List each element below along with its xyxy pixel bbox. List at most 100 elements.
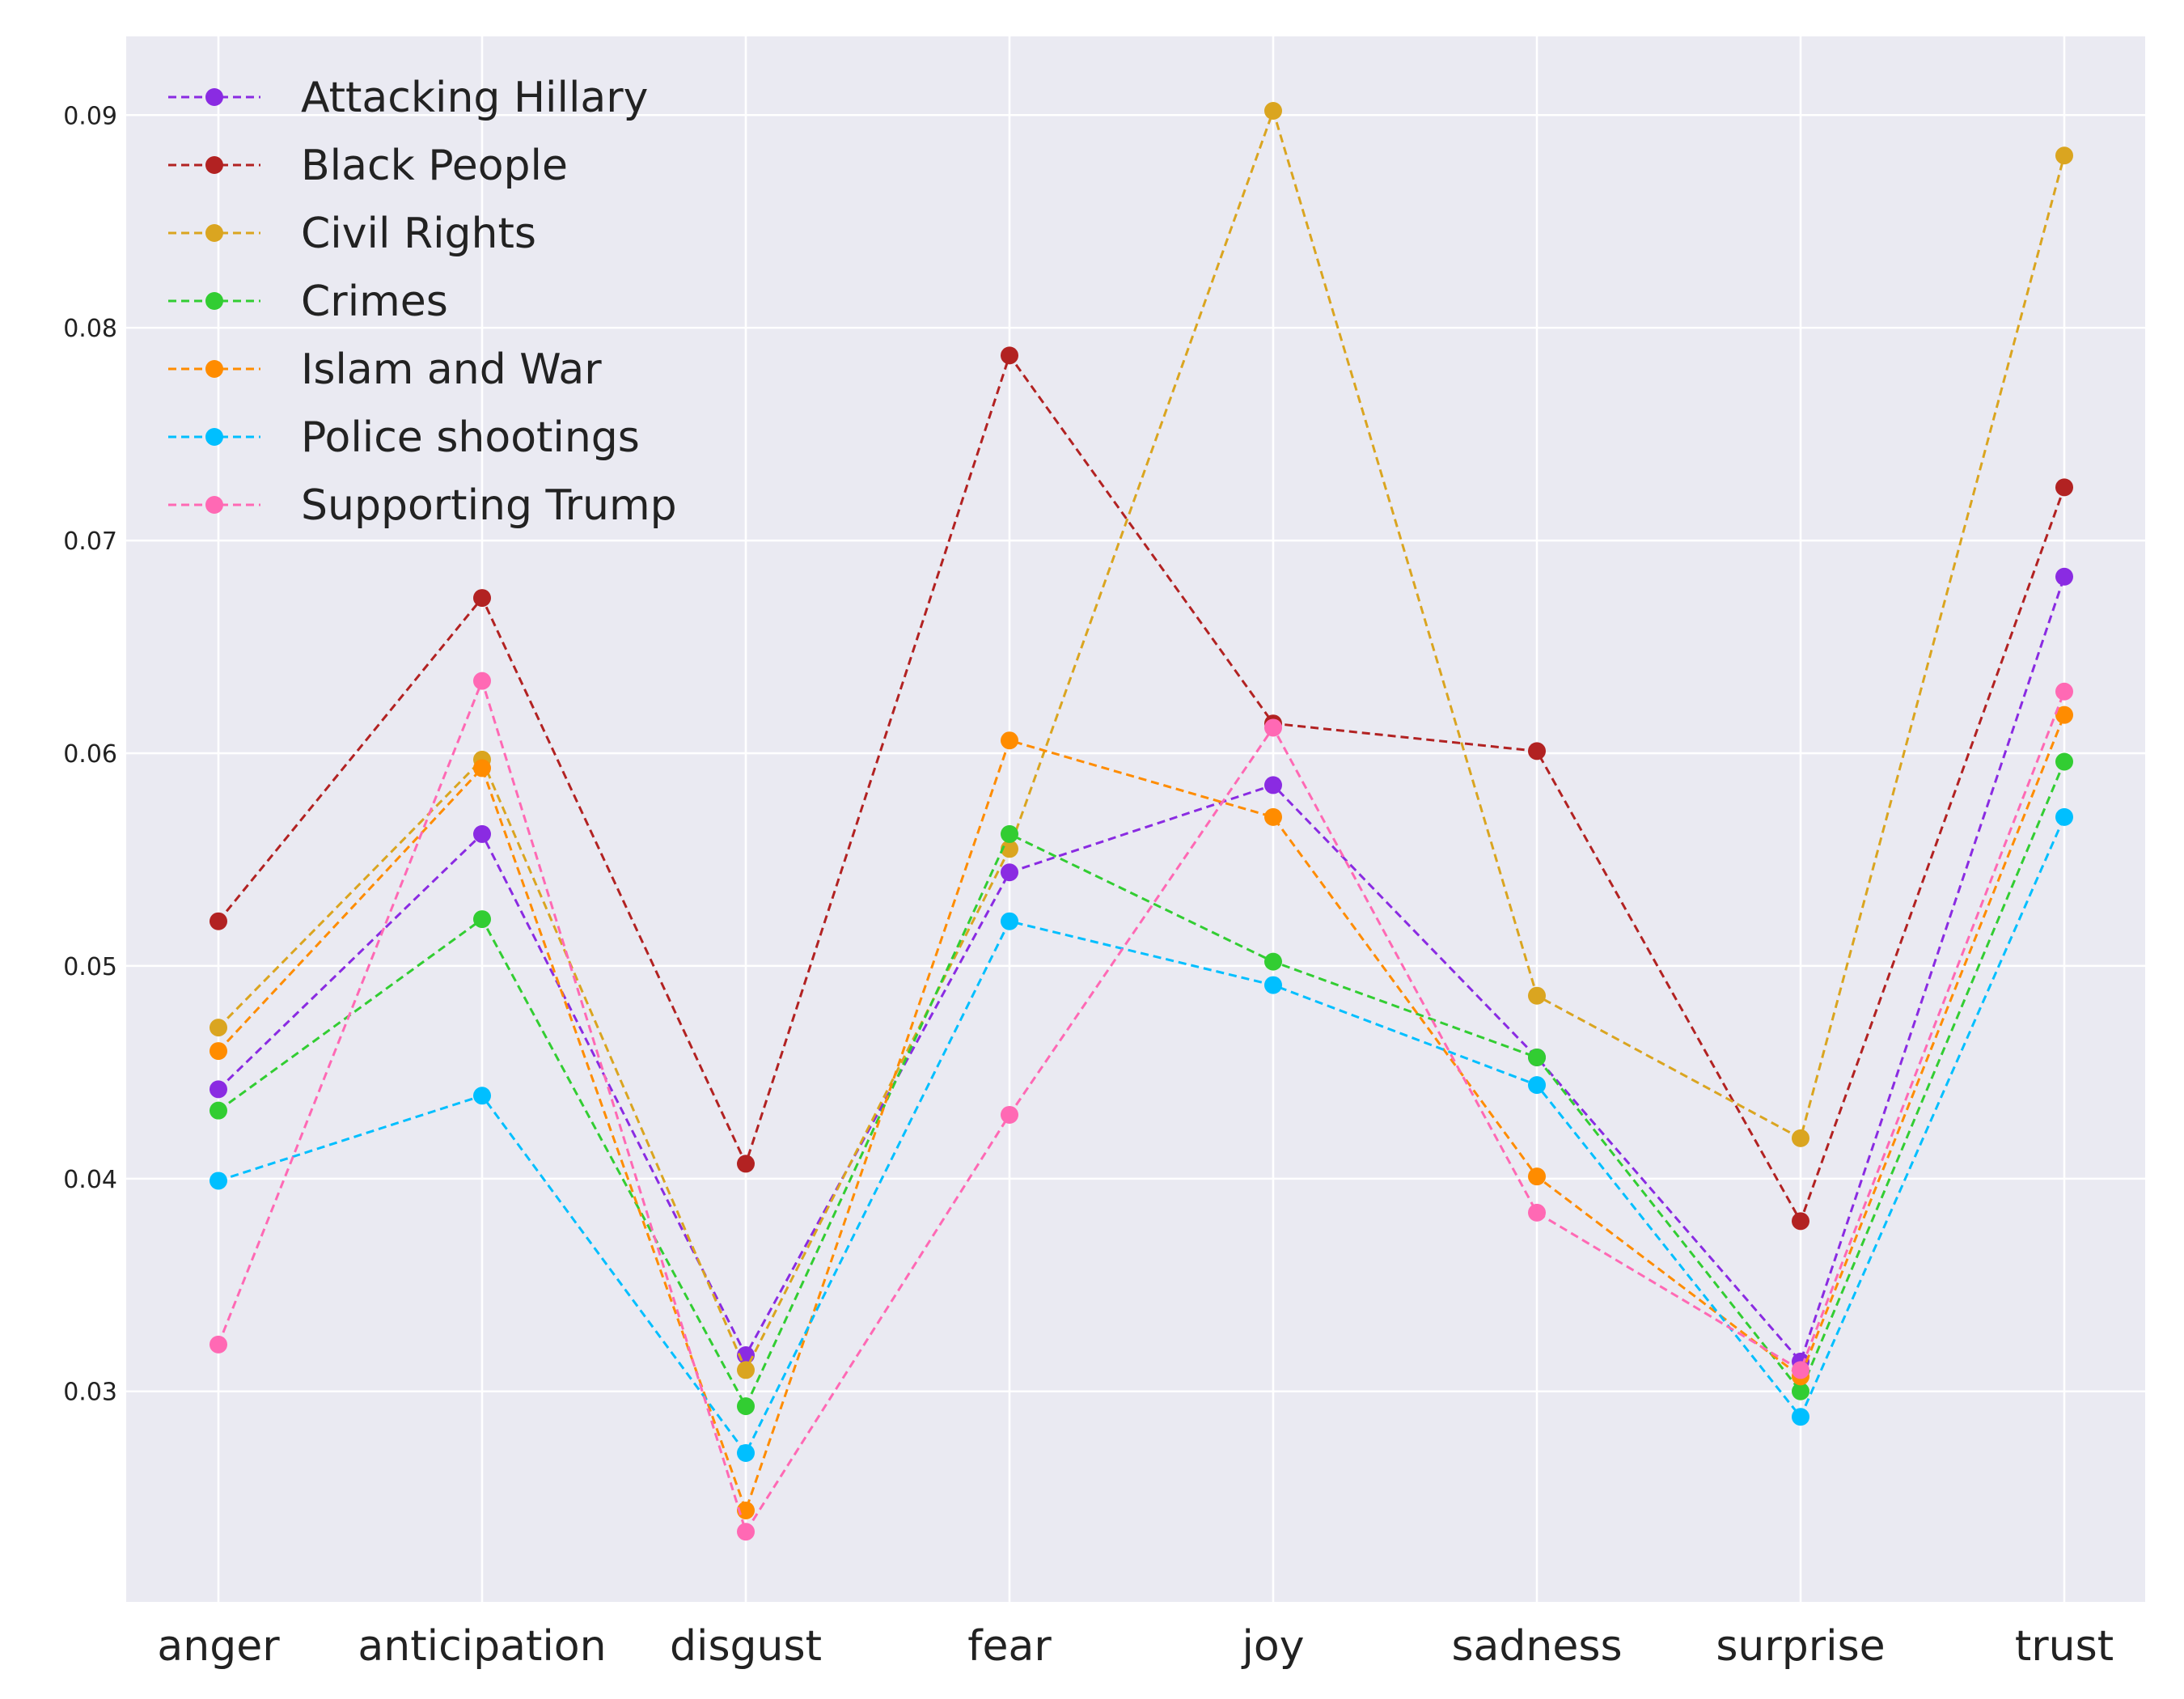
- legend-label: Police shootings: [301, 413, 640, 462]
- data-point-attacking-hillary-joy: [1264, 776, 1282, 794]
- data-point-black-people-trust: [2055, 478, 2073, 497]
- series-layer: [210, 102, 2073, 1541]
- data-point-supporting-trump-disgust: [737, 1523, 755, 1541]
- legend-marker: [205, 428, 223, 446]
- legend-item-islam-and-war: Islam and War: [168, 345, 602, 394]
- data-point-crimes-joy: [1264, 952, 1282, 971]
- data-point-police-shootings-trust: [2055, 807, 2073, 826]
- data-point-crimes-anger: [210, 1101, 227, 1120]
- data-point-islam-and-war-anger: [210, 1042, 227, 1061]
- data-point-attacking-hillary-anger: [210, 1080, 227, 1099]
- data-point-crimes-fear: [1001, 824, 1018, 843]
- data-point-supporting-trump-anticipation: [473, 672, 491, 690]
- data-point-islam-and-war-joy: [1264, 807, 1282, 826]
- data-point-black-people-disgust: [737, 1155, 755, 1173]
- data-point-black-people-sadness: [1528, 742, 1546, 761]
- data-point-civil-rights-trust: [2055, 146, 2073, 165]
- plot-area: [126, 36, 2145, 1602]
- data-point-black-people-anticipation: [473, 589, 491, 608]
- data-point-crimes-trust: [2055, 752, 2073, 771]
- data-point-attacking-hillary-trust: [2055, 567, 2073, 586]
- x-axis-ticks: anger anticipation disgust fear joy sadness su…: [157, 1622, 2114, 1671]
- data-point-islam-and-war-anticipation: [473, 759, 491, 777]
- series-line-crimes: [218, 761, 2066, 1409]
- legend-item-civil-rights: Civil Rights: [168, 210, 536, 258]
- data-point-civil-rights-joy: [1264, 102, 1282, 121]
- y-tick-label: 0.04: [63, 1166, 117, 1194]
- legend-item-attacking-hillary: Attacking Hillary: [168, 74, 648, 122]
- x-tick-label-sadness: sadness: [1451, 1622, 1622, 1671]
- series-line-black-people: [217, 353, 2066, 1225]
- y-tick-label: 0.06: [63, 740, 117, 769]
- legend-label: Attacking Hillary: [301, 74, 648, 122]
- legend-marker: [205, 292, 223, 310]
- series-crimes: [210, 752, 2073, 1416]
- y-tick-label: 0.08: [63, 315, 117, 343]
- data-point-police-shootings-anger: [210, 1172, 227, 1190]
- legend-marker: [205, 224, 223, 242]
- data-point-black-people-surprise: [1792, 1212, 1809, 1231]
- data-point-police-shootings-disgust: [737, 1443, 755, 1462]
- legend-label: Islam and War: [301, 345, 602, 394]
- series-islam-and-war: [210, 705, 2073, 1519]
- data-point-civil-rights-disgust: [737, 1361, 755, 1379]
- data-point-supporting-trump-joy: [1264, 718, 1282, 737]
- data-point-crimes-surprise: [1792, 1382, 1809, 1400]
- data-point-islam-and-war-trust: [2055, 705, 2073, 724]
- x-tick-label-surprise: surprise: [1716, 1622, 1885, 1671]
- data-point-civil-rights-sadness: [1528, 986, 1546, 1005]
- y-axis-ticks: 0.03 0.04 0.05 0.06 0.07 0.08 0.09: [63, 102, 117, 1406]
- series-line-police-shootings: [218, 816, 2066, 1455]
- legend-item-police-shootings: Police shootings: [168, 413, 640, 462]
- x-tick-label-disgust: disgust: [670, 1622, 822, 1671]
- legend-label: Black People: [301, 142, 568, 190]
- series-line-civil-rights: [217, 107, 2066, 1373]
- data-point-crimes-anticipation: [473, 910, 491, 929]
- legend-marker: [205, 88, 223, 106]
- x-tick-label-anticipation: anticipation: [358, 1622, 606, 1671]
- series-supporting-trump: [210, 672, 2073, 1541]
- x-tick-label-trust: trust: [2015, 1622, 2114, 1671]
- x-tick-label-anger: anger: [157, 1622, 280, 1671]
- data-point-police-shootings-joy: [1264, 976, 1282, 994]
- data-point-attacking-hillary-fear: [1001, 863, 1018, 882]
- data-point-islam-and-war-sadness: [1528, 1167, 1546, 1186]
- legend-label: Supporting Trump: [301, 481, 677, 530]
- data-point-crimes-sadness: [1528, 1048, 1546, 1066]
- data-point-supporting-trump-fear: [1001, 1105, 1018, 1124]
- data-point-police-shootings-fear: [1001, 912, 1018, 930]
- series-line-islam-and-war: [217, 714, 2066, 1515]
- legend-marker: [205, 360, 223, 378]
- series-civil-rights: [210, 102, 2073, 1379]
- legend-label: Crimes: [301, 278, 448, 326]
- data-point-black-people-anger: [210, 912, 227, 930]
- legend: Attacking Hillary Black People Civil Right…: [168, 74, 677, 530]
- y-tick-label: 0.05: [63, 953, 117, 981]
- data-point-black-people-fear: [1001, 346, 1018, 365]
- data-point-police-shootings-surprise: [1792, 1408, 1809, 1426]
- data-point-civil-rights-anger: [210, 1019, 227, 1037]
- x-tick-label-fear: fear: [967, 1622, 1052, 1671]
- data-point-supporting-trump-trust: [2055, 682, 2073, 701]
- legend-item-black-people: Black People: [168, 142, 568, 190]
- series-police-shootings: [210, 807, 2073, 1462]
- data-point-islam-and-war-fear: [1001, 731, 1018, 750]
- y-tick-label: 0.09: [63, 102, 117, 130]
- data-point-supporting-trump-anger: [210, 1335, 227, 1354]
- series-line-supporting-trump: [217, 677, 2066, 1535]
- data-point-supporting-trump-surprise: [1792, 1361, 1809, 1379]
- data-point-attacking-hillary-anticipation: [473, 824, 491, 843]
- y-tick-label: 0.07: [63, 527, 117, 556]
- legend-marker: [205, 156, 223, 174]
- data-point-supporting-trump-sadness: [1528, 1203, 1546, 1222]
- legend-item-supporting-trump: Supporting Trump: [168, 481, 677, 530]
- data-point-police-shootings-anticipation: [473, 1087, 491, 1105]
- y-tick-label: 0.03: [63, 1379, 117, 1407]
- data-point-islam-and-war-disgust: [737, 1501, 755, 1519]
- data-point-crimes-disgust: [737, 1397, 755, 1416]
- legend-marker: [205, 496, 223, 514]
- legend-item-crimes: Crimes: [168, 278, 448, 326]
- data-point-police-shootings-sadness: [1528, 1076, 1546, 1095]
- legend-label: Civil Rights: [301, 210, 536, 258]
